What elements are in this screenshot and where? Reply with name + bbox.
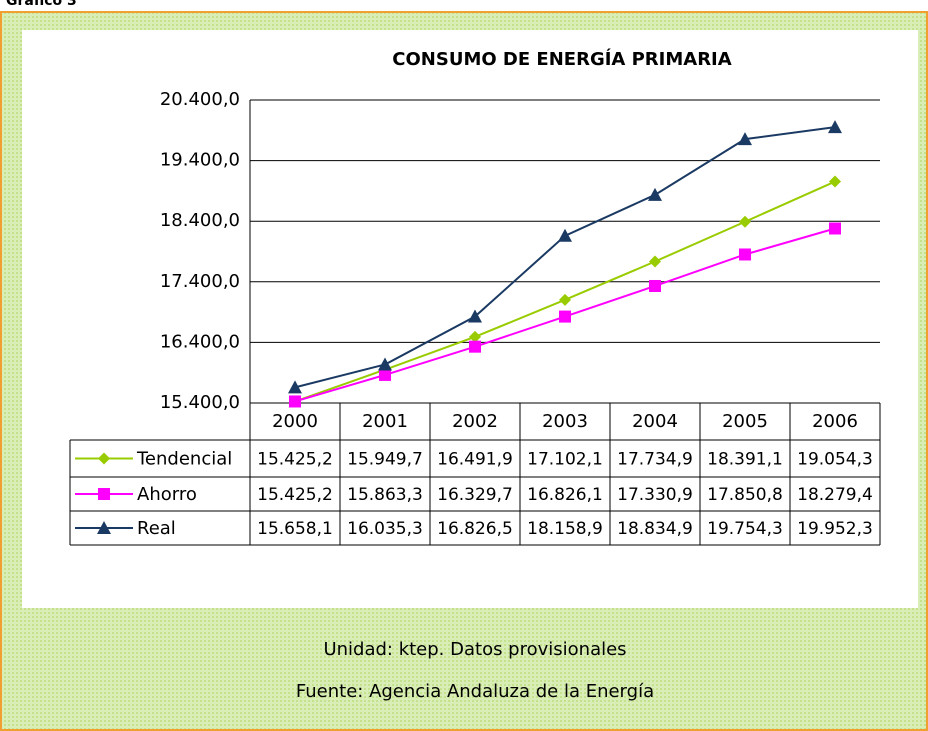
y-tick-label: 18.400,0 bbox=[160, 210, 240, 231]
x-tick-label: 2001 bbox=[362, 411, 408, 432]
table-cell: 16.491,9 bbox=[437, 450, 513, 470]
table-cell: 15.863,3 bbox=[347, 485, 423, 505]
table-cell: 16.329,7 bbox=[437, 485, 513, 505]
table-cell: 15.658,1 bbox=[257, 519, 333, 539]
table-cell: 18.834,9 bbox=[617, 519, 693, 539]
note: Unidad: ktep. Datos provisionales bbox=[323, 639, 626, 660]
marker bbox=[829, 222, 841, 235]
x-tick-label: 2004 bbox=[632, 411, 678, 432]
marker bbox=[648, 187, 662, 201]
y-tick-label: 16.400,0 bbox=[160, 331, 240, 352]
table-cell: 17.102,1 bbox=[527, 450, 603, 470]
x-tick-label: 2003 bbox=[542, 411, 588, 432]
table-cell: 18.279,4 bbox=[797, 485, 873, 505]
table-cell: 18.391,1 bbox=[707, 450, 783, 470]
marker bbox=[469, 340, 481, 353]
x-tick-label: 2005 bbox=[722, 411, 768, 432]
table-cell: 19.952,3 bbox=[797, 519, 873, 539]
marker bbox=[289, 395, 301, 408]
marker bbox=[468, 309, 482, 323]
table-cell: 16.826,1 bbox=[527, 485, 603, 505]
marker bbox=[738, 132, 752, 146]
table-cell: 17.734,9 bbox=[617, 450, 693, 470]
table-cell: 15.425,2 bbox=[257, 485, 333, 505]
marker bbox=[739, 215, 751, 228]
marker bbox=[829, 175, 841, 188]
x-tick-label: 2000 bbox=[272, 411, 318, 432]
legend-label: Real bbox=[137, 518, 176, 539]
y-tick-label: 19.400,0 bbox=[160, 150, 240, 171]
table-cell: 18.158,9 bbox=[527, 519, 603, 539]
marker bbox=[559, 310, 571, 323]
marker bbox=[379, 368, 391, 381]
marker bbox=[649, 255, 661, 268]
legend-label: Tendencial bbox=[136, 449, 232, 470]
table-cell: 17.330,9 bbox=[617, 485, 693, 505]
marker bbox=[378, 357, 392, 371]
legend-label: Ahorro bbox=[137, 484, 197, 505]
table-cell: 16.826,5 bbox=[437, 519, 513, 539]
note: Fuente: Agencia Andaluza de la Energía bbox=[296, 681, 654, 702]
x-tick-label: 2002 bbox=[452, 411, 498, 432]
legend-marker bbox=[97, 521, 111, 534]
table-cell: 17.850,8 bbox=[707, 485, 783, 505]
marker bbox=[739, 248, 751, 261]
marker bbox=[558, 228, 572, 242]
table-cell: 16.035,3 bbox=[347, 519, 423, 539]
y-tick-label: 15.400,0 bbox=[160, 392, 240, 413]
legend-marker bbox=[98, 452, 110, 465]
chart-title: CONSUMO DE ENERGÍA PRIMARIA bbox=[392, 48, 731, 70]
marker bbox=[649, 279, 661, 292]
header: Gráfico 3 bbox=[6, 0, 77, 9]
legend-marker bbox=[98, 488, 110, 500]
x-tick-label: 2006 bbox=[812, 411, 858, 432]
marker bbox=[828, 120, 842, 134]
table-cell: 19.054,3 bbox=[797, 450, 873, 470]
marker bbox=[288, 380, 302, 394]
y-tick-label: 20.400,0 bbox=[160, 89, 240, 110]
marker bbox=[469, 330, 481, 343]
y-tick-label: 17.400,0 bbox=[160, 271, 240, 292]
table-cell: 15.949,7 bbox=[347, 450, 423, 470]
marker bbox=[559, 293, 571, 306]
table-cell: 15.425,2 bbox=[257, 450, 333, 470]
table-cell: 19.754,3 bbox=[707, 519, 783, 539]
